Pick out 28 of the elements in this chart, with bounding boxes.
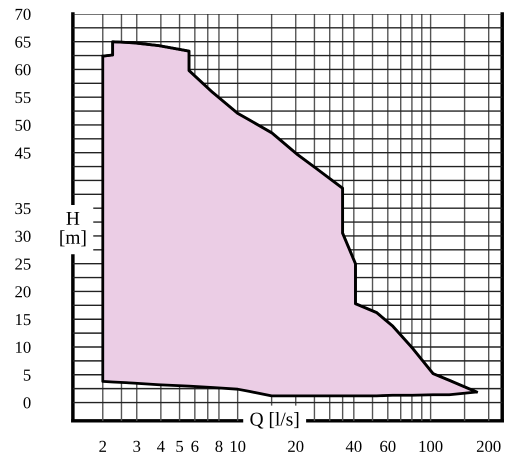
y-tick-label: 25 (15, 258, 31, 270)
y-tick-label: 60 (15, 64, 31, 76)
y-tick-label: 45 (14, 148, 31, 159)
x-axis-title: Q [l/s] (250, 412, 298, 429)
x-tick-label: 40 (346, 440, 362, 452)
y-tick-label: 70 (16, 8, 31, 20)
x-tick-label: 2 (99, 440, 106, 452)
y-tick-label: 0 (24, 397, 31, 408)
y-tick-label: 10 (16, 342, 31, 353)
y-tick-label: 55 (16, 92, 31, 104)
x-tick-label: 10 (230, 440, 246, 452)
y-tick-label: 35 (15, 202, 31, 214)
x-tick-label: 3 (133, 440, 140, 452)
x-tick-label: 100 (420, 440, 442, 452)
y-tick-label: 50 (16, 120, 31, 131)
x-tick-label: 6 (191, 440, 199, 452)
y-tick-label: 20 (15, 286, 31, 298)
y-tick-label: 5 (24, 370, 31, 381)
x-tick-label: 20 (288, 440, 304, 452)
x-tick-label: 5 (176, 440, 184, 452)
x-tick-label: 8 (215, 440, 222, 452)
y-axis-title: H [m] (60, 212, 86, 246)
y-tick-label: 15 (16, 314, 31, 326)
x-tick-label: 200 (476, 440, 501, 452)
x-tick-label: 4 (157, 440, 165, 452)
x-tick-label: 60 (380, 440, 396, 452)
y-tick-label: 65 (15, 36, 31, 48)
y-tick-label: 30 (15, 230, 31, 242)
